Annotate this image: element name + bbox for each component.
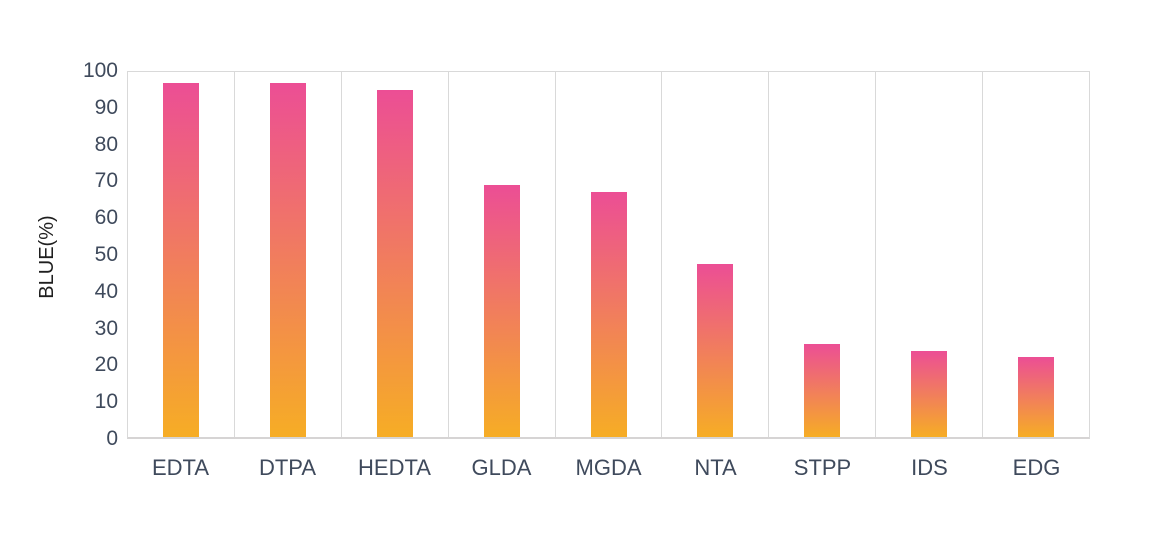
bar-glda: [483, 185, 520, 437]
x-category-label: GLDA: [471, 455, 532, 480]
bar-mgda: [590, 192, 627, 437]
category-column: [233, 72, 341, 437]
bar-nta: [697, 263, 734, 437]
category-column: [661, 72, 768, 437]
x-category-label: EDG: [1012, 455, 1061, 480]
x-category-label: NTA: [694, 455, 737, 480]
x-category-label: HEDTA: [358, 455, 431, 480]
plot-area: [127, 71, 1090, 439]
x-category-label: DTPA: [258, 455, 317, 480]
bar-edta: [162, 82, 199, 437]
y-tick-label: 30: [94, 316, 118, 340]
bar-stpp: [804, 343, 841, 437]
category-column: [554, 72, 662, 437]
y-tick-label: 70: [94, 169, 118, 193]
y-tick-label: 100: [82, 59, 118, 82]
y-tick-label: 20: [94, 353, 118, 377]
y-tick-label: 10: [94, 390, 118, 414]
y-tick-label: 0: [106, 427, 118, 450]
x-category-label: EDTA: [151, 455, 210, 480]
category-column: [128, 72, 234, 437]
bar-edg: [1018, 356, 1055, 437]
y-tick-label: 40: [94, 279, 118, 303]
x-axis-category-labels: EDTA DTPA HEDTA GLDA MGDA NTA STPP IDS EDG: [127, 455, 1090, 485]
bar-dtpa: [269, 82, 306, 437]
category-column: [768, 72, 875, 437]
bar-hedta: [376, 90, 413, 437]
category-column: [340, 72, 448, 437]
y-tick-label: 60: [94, 206, 118, 230]
category-column: [875, 72, 982, 437]
y-axis-tick-labels: 0 10 20 30 40 50 60 70 80 90 100: [0, 59, 118, 450]
x-category-label: IDS: [911, 455, 948, 480]
y-tick-label: 50: [94, 243, 118, 266]
x-category-label: MGDA: [575, 455, 642, 480]
y-tick-label: 90: [94, 95, 118, 119]
category-column: [447, 72, 555, 437]
bar-ids: [911, 351, 948, 437]
y-tick-label: 80: [94, 132, 118, 156]
category-column: [982, 72, 1089, 437]
x-category-label: STPP: [793, 455, 852, 480]
